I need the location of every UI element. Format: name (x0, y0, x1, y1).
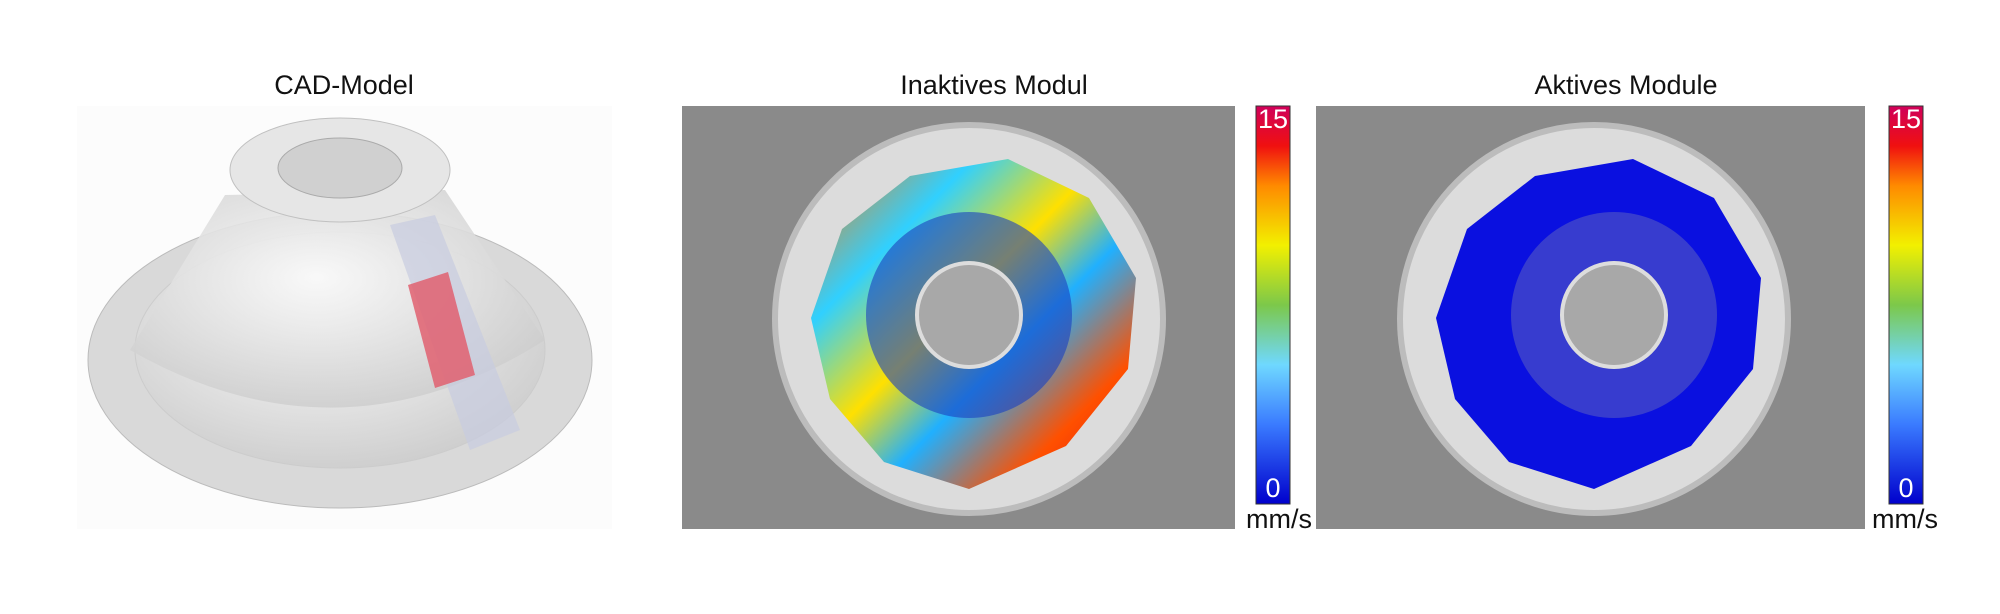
inner-hole (1560, 261, 1668, 369)
colorbar-min: 0 (1265, 473, 1280, 503)
colorbar-min: 0 (1898, 473, 1913, 503)
inactive-photo (682, 106, 1235, 529)
colorbar-unit: mm/s (1872, 504, 1938, 534)
inner-hole (915, 261, 1023, 369)
active-photo (1316, 106, 1865, 529)
colorbar (1255, 105, 1291, 505)
colorbar-unit: mm/s (1246, 504, 1312, 534)
actuator-patch (408, 272, 475, 388)
colorbar-max: 15 (1258, 104, 1288, 134)
cone-hole (277, 137, 403, 199)
panel-title: Aktives Module (1534, 70, 1717, 100)
panel-title: CAD-Model (274, 70, 414, 100)
colorbar-max: 15 (1891, 104, 1921, 134)
colorbar (1888, 105, 1924, 505)
cad-model (77, 106, 612, 529)
panel-title: Inaktives Modul (900, 70, 1088, 100)
